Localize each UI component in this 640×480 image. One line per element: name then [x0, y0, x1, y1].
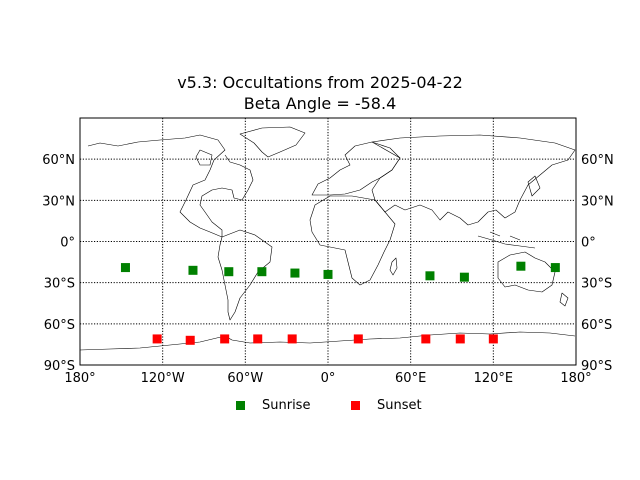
lon-tick-label: 120°E — [474, 371, 514, 386]
lon-tick-label: 180° — [64, 371, 95, 386]
lat-tick-label-right: 90°S — [581, 359, 612, 374]
legend-label-sunrise: Sunrise — [262, 398, 311, 413]
sunset-marker — [253, 334, 263, 344]
map-frame — [79, 117, 577, 366]
coastline-hudson-bay — [195, 149, 213, 166]
lat-tick-label-right: 60°N — [581, 153, 614, 168]
lat-tick-label-left: 60°S — [44, 318, 75, 333]
legend-label-sunset: Sunset — [377, 398, 422, 413]
legend-swatch-sunrise — [236, 401, 245, 410]
coastline-madagascar — [389, 257, 398, 276]
coastline-africa — [309, 195, 396, 286]
chart-subtitle: Beta Angle = -58.4 — [243, 94, 397, 113]
occultation-markers — [120, 261, 560, 345]
graticule — [80, 118, 576, 365]
lat-tick-label-left: 0° — [60, 236, 75, 251]
legend-item-sunrise: Sunrise — [236, 398, 310, 413]
coastline-antarctica — [79, 331, 576, 351]
sunset-marker — [287, 334, 297, 344]
sunset-marker — [488, 334, 498, 344]
sunset-marker — [455, 334, 465, 344]
lon-tick-label: 120°W — [141, 371, 185, 386]
lat-tick-label-left: 30°S — [44, 277, 75, 292]
axis-tick-labels: 60°N 60°N 30°N 30°N 0° 0° 30°S 30°S 60°S 60°S 90°S… — [42, 153, 614, 386]
lat-tick-label-right: 60°S — [581, 318, 612, 333]
coastline-australia — [497, 251, 556, 293]
sunrise-marker — [224, 267, 234, 277]
sunrise-marker — [323, 269, 333, 279]
sunrise-marker — [120, 263, 130, 273]
sunrise-marker — [290, 268, 300, 278]
coastline-new-zealand — [559, 292, 569, 307]
legend-item-sunset: Sunset — [351, 398, 422, 413]
lon-tick-label: 0° — [321, 371, 336, 386]
coastline-indonesia — [477, 231, 536, 249]
coastline-japan — [527, 175, 541, 197]
coastline-greenland — [239, 126, 306, 158]
legend-swatch-sunset — [351, 401, 360, 410]
lon-tick-label: 60°E — [395, 371, 426, 386]
sunset-marker — [220, 334, 230, 344]
coastline-asia — [371, 134, 576, 226]
coastline-europe — [311, 141, 401, 196]
lat-tick-label-left: 60°N — [42, 153, 75, 168]
lon-tick-label: 180° — [560, 371, 591, 386]
coastline-north-america — [87, 134, 254, 238]
lat-tick-label-right: 30°S — [581, 277, 612, 292]
lat-tick-label-left: 90°S — [44, 359, 75, 374]
lon-tick-label: 60°W — [227, 371, 263, 386]
sunset-marker — [421, 334, 431, 344]
sunrise-marker — [425, 271, 435, 281]
sunset-marker — [185, 335, 195, 345]
coastline-south-america — [217, 229, 273, 321]
sunset-marker — [152, 334, 162, 344]
sunrise-marker — [188, 265, 198, 275]
lat-tick-label-right: 30°N — [581, 194, 614, 209]
sunrise-marker — [257, 267, 267, 277]
coastlines — [79, 126, 576, 351]
sunrise-marker — [550, 263, 560, 273]
chart-title: v5.3: Occultations from 2025-04-22 — [177, 73, 463, 92]
sunrise-marker — [516, 261, 526, 271]
sunrise-marker — [459, 272, 469, 282]
lat-tick-label-left: 30°N — [42, 194, 75, 209]
sunset-marker — [353, 334, 363, 344]
legend: Sunrise Sunset — [0, 398, 640, 420]
lat-tick-label-right: 0° — [581, 236, 596, 251]
